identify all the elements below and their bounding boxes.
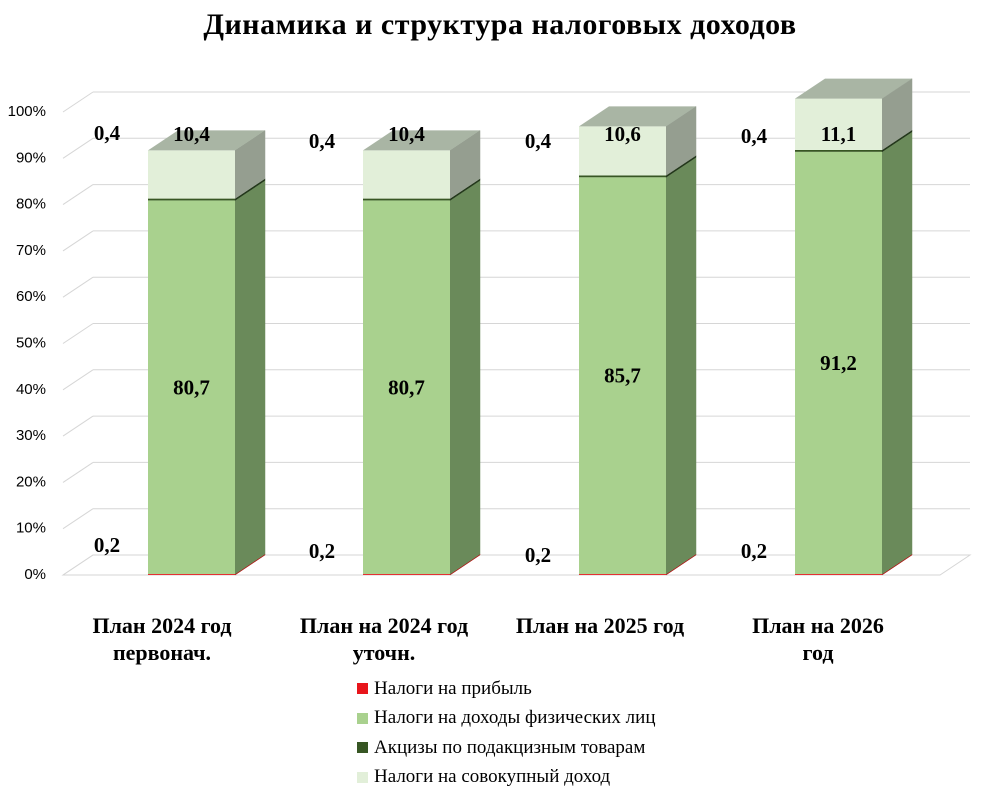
gridline-diagonal xyxy=(62,276,94,298)
x-tick-label: первонач. xyxy=(113,640,211,665)
legend-label: Налоги на совокупный доход xyxy=(374,766,611,788)
legend-swatch xyxy=(357,712,368,724)
y-tick-label: 0% xyxy=(24,566,46,583)
gridline-diagonal xyxy=(62,184,94,206)
bar-segment-side xyxy=(881,131,913,575)
bar-segment xyxy=(148,574,235,575)
x-tick-label: План 2024 год xyxy=(92,613,231,638)
gridline-diagonal xyxy=(62,554,94,576)
bar-top-face xyxy=(148,130,265,151)
data-label: 11,1 xyxy=(821,122,857,146)
bar-segment xyxy=(363,574,450,575)
data-label: 0,4 xyxy=(741,124,768,148)
legend-item: Налоги на прибыль xyxy=(357,674,655,704)
gridline-diagonal xyxy=(62,323,94,344)
legend-swatch xyxy=(357,771,368,783)
legend-label: Налоги на доходы физических лиц xyxy=(374,707,656,729)
legend-label: Акцизы по подакцизным товарам xyxy=(374,736,646,758)
legend-label: Налоги на прибыль xyxy=(374,677,532,699)
bar-segment xyxy=(579,126,666,176)
bar-segment xyxy=(795,98,882,150)
y-tick-label: 40% xyxy=(16,381,46,398)
x-tick-label: год xyxy=(803,640,834,665)
data-label: 10,6 xyxy=(604,122,641,146)
bar-segment xyxy=(363,200,450,575)
legend-swatch xyxy=(357,683,368,695)
data-label: 80,7 xyxy=(388,375,425,399)
data-label: 0,2 xyxy=(525,543,551,567)
bar-segment-side xyxy=(665,156,697,575)
data-label: 0,2 xyxy=(741,539,767,563)
data-label: 0,4 xyxy=(525,129,552,153)
bar-top-face xyxy=(363,130,480,151)
bar-top-face xyxy=(795,78,912,99)
gridline-diagonal xyxy=(62,369,94,391)
gridline-diagonal xyxy=(62,508,94,530)
gridline-diagonal xyxy=(62,415,94,437)
bar-segment-side xyxy=(234,179,266,575)
y-tick-label: 80% xyxy=(16,196,46,213)
bar-segment xyxy=(363,198,450,201)
gridline-diagonal xyxy=(62,230,94,252)
data-label: 0,4 xyxy=(309,129,336,153)
bar-segment xyxy=(795,151,882,575)
bar-segment xyxy=(579,177,666,575)
bar-segment xyxy=(795,574,882,575)
y-tick-label: 60% xyxy=(16,288,46,305)
gridline-diagonal xyxy=(62,137,94,159)
bar-top-face xyxy=(579,106,696,127)
x-tick-label: уточн. xyxy=(353,640,416,665)
gridline-diagonal xyxy=(62,461,94,483)
bar-segment xyxy=(579,574,666,575)
legend: Налоги на прибыль Налоги на доходы физиче… xyxy=(357,674,655,792)
gridline-diagonal xyxy=(62,91,94,113)
data-label: 91,2 xyxy=(820,351,857,375)
bar-segment xyxy=(795,149,882,152)
x-tick-label: План на 2024 год xyxy=(300,613,468,638)
chart-title: Динамика и структура налоговых доходов xyxy=(203,8,797,41)
legend-item: Акцизы по подакцизным товарам xyxy=(357,733,655,763)
data-label: 80,7 xyxy=(173,375,210,399)
bar-segment xyxy=(148,200,235,575)
y-tick-label: 10% xyxy=(16,520,46,537)
bar-segment xyxy=(363,150,450,199)
data-label: 85,7 xyxy=(604,364,641,388)
stacked-bar-chart: 0% 10% 20% 30% 40% 50% 60% 70% 80% 90% 100% 0,2 80,7… xyxy=(8,78,972,665)
y-tick-label: 90% xyxy=(16,149,46,166)
legend-item: Налоги на совокупный доход xyxy=(357,763,655,793)
y-tick-label: 30% xyxy=(16,427,46,444)
y-tick-label: 100% xyxy=(8,103,46,120)
data-label: 10,4 xyxy=(388,122,425,146)
data-label: 0,2 xyxy=(94,533,120,557)
data-label: 0,2 xyxy=(309,539,335,563)
y-tick-label: 20% xyxy=(16,473,46,490)
data-label: 10,4 xyxy=(173,122,210,146)
bar-segment xyxy=(148,150,235,199)
bar-segment xyxy=(148,198,235,201)
bar-segment-side xyxy=(449,179,481,575)
y-tick-label: 50% xyxy=(16,335,46,352)
data-label: 0,4 xyxy=(94,121,121,145)
legend-item: Налоги на доходы физических лиц xyxy=(357,704,655,734)
x-tick-label: План на 2026 xyxy=(752,613,884,638)
y-tick-label: 70% xyxy=(16,242,46,259)
bar-segment xyxy=(579,175,666,178)
x-tick-label: План на 2025 год xyxy=(516,613,684,638)
legend-swatch xyxy=(357,742,368,754)
